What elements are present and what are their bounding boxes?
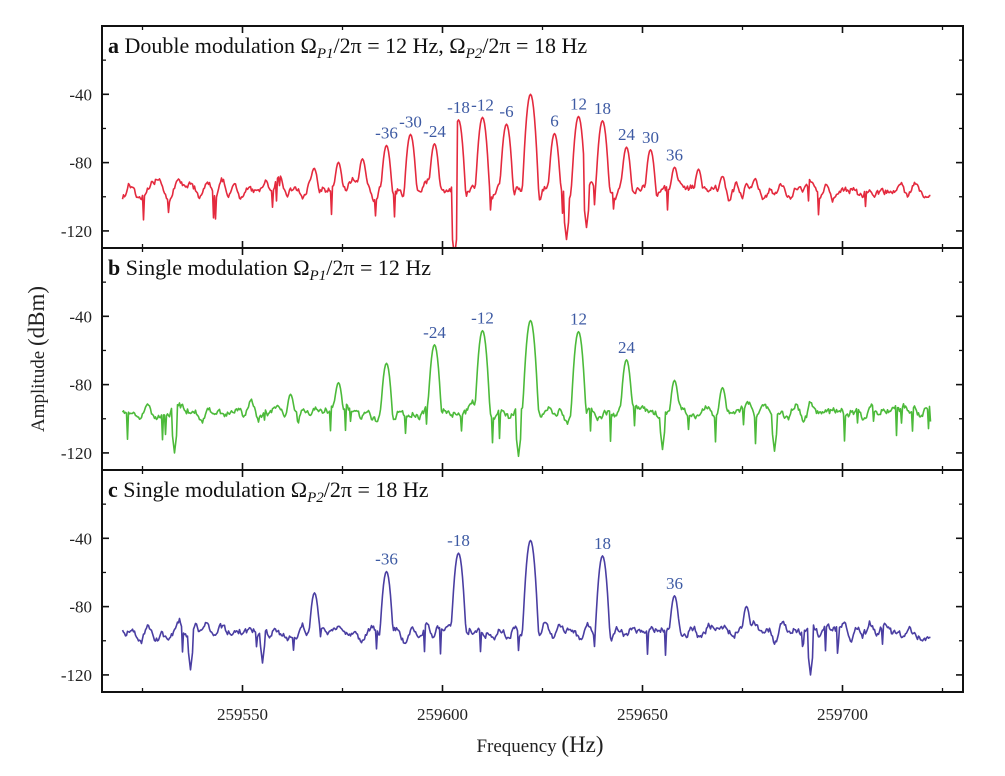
- peak-label: 24: [618, 125, 636, 144]
- peak-label: -12: [471, 309, 494, 328]
- peak-label: -12: [471, 95, 494, 114]
- y-tick-label: -120: [61, 666, 92, 685]
- peak-label: 18: [594, 99, 611, 118]
- peak-label: 6: [550, 112, 559, 131]
- peak-label: 12: [570, 95, 587, 114]
- peak-label: -24: [423, 323, 446, 342]
- y-tick-label: -40: [69, 85, 92, 104]
- y-tick-label: -80: [69, 154, 92, 173]
- x-tick-label: 259700: [817, 705, 868, 724]
- y-tick-label: -120: [61, 222, 92, 241]
- panel-b: b Single modulation ΩP1/2π = 12 Hz -40 -8…: [61, 247, 964, 471]
- y-tick-label: -80: [69, 598, 92, 617]
- x-axis-title: Frequency (Hz): [476, 732, 603, 757]
- peak-label: -18: [447, 531, 470, 550]
- panel-a: a Double modulation ΩP1/2π = 12 Hz, ΩP2/…: [61, 25, 964, 249]
- panel-a-title: a Double modulation ΩP1/2π = 12 Hz, ΩP2/…: [108, 33, 587, 62]
- peak-label: 12: [570, 310, 587, 329]
- panel-frame: [101, 25, 964, 249]
- y-tick-label: -80: [69, 376, 92, 395]
- peak-label: -6: [499, 102, 513, 121]
- peak-label: 18: [594, 534, 611, 553]
- panel-frame: [101, 469, 964, 693]
- peak-label: -24: [423, 122, 446, 141]
- y-tick-label: -40: [69, 529, 92, 548]
- peak-label: 36: [666, 146, 683, 165]
- panel-frame: [101, 247, 964, 471]
- peak-label: 24: [618, 338, 636, 357]
- y-tick-label: -40: [69, 307, 92, 326]
- x-tick-label: 259600: [417, 705, 468, 724]
- y-tick-label: -120: [61, 444, 92, 463]
- panel-b-title: b Single modulation ΩP1/2π = 12 Hz: [108, 255, 431, 284]
- panels: a Double modulation ΩP1/2π = 12 Hz, ΩP2/…: [61, 25, 964, 693]
- peak-label: -36: [375, 550, 398, 569]
- panel-c-title: c Single modulation ΩP2/2π = 18 Hz: [108, 477, 429, 506]
- spectrum-trace-a: [121, 93, 931, 248]
- x-tick-label: 259550: [217, 705, 268, 724]
- x-tick-label: 259650: [617, 705, 668, 724]
- peak-label: -18: [447, 98, 470, 117]
- peak-label: -36: [375, 124, 398, 143]
- peak-label: -30: [399, 112, 422, 131]
- spectrum-trace-c: [121, 539, 931, 676]
- panel-c: c Single modulation ΩP2/2π = 18 Hz -40 -8…: [61, 469, 964, 693]
- spectrum-trace-b: [121, 319, 932, 458]
- peak-label: 36: [666, 574, 683, 593]
- peak-label: 30: [642, 128, 659, 147]
- y-axis-title: Amplitude (dBm): [24, 286, 49, 432]
